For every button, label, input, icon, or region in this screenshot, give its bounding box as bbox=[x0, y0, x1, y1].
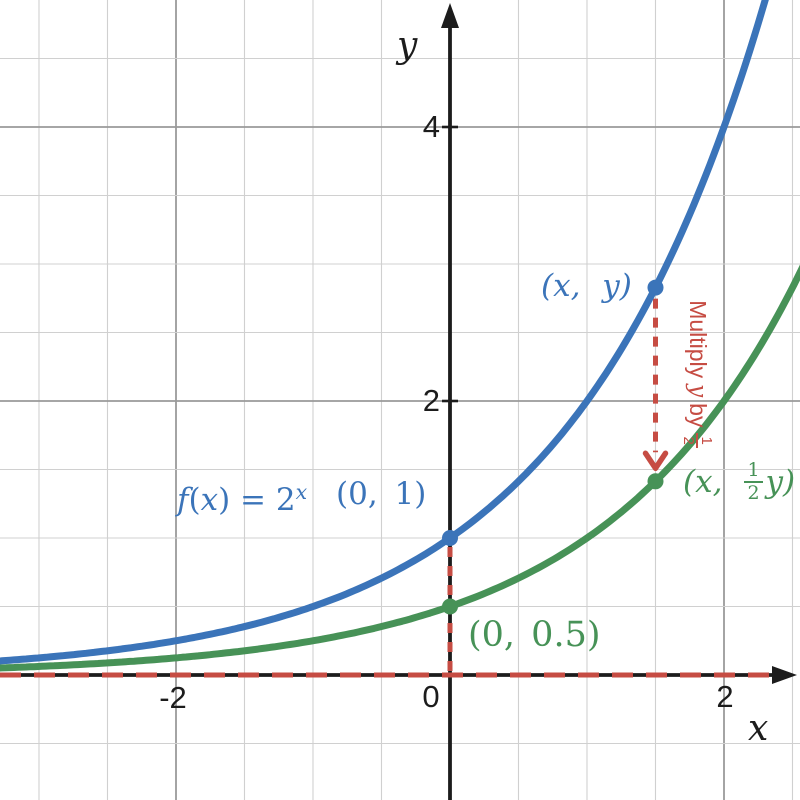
x-axis-arrowhead bbox=[772, 666, 797, 684]
point-label-x-halfy-close: y) bbox=[765, 463, 796, 500]
multiply-annotation: Multiply y by 1 2 bbox=[675, 279, 719, 469]
marked-point bbox=[442, 598, 458, 615]
x-axis-label: x bbox=[748, 708, 769, 749]
y-tick-2: 2 bbox=[422, 383, 440, 418]
point-label-x-halfy: (x, 1 2 y) bbox=[683, 456, 795, 508]
multiply-fraction-denominator: 2 bbox=[680, 436, 697, 445]
function-label-f: f bbox=[177, 482, 189, 518]
marked-point bbox=[647, 473, 664, 490]
y-axis-arrowhead bbox=[441, 3, 459, 28]
function-label-eq: ) = 2 bbox=[218, 482, 296, 518]
function-label-exponent: x bbox=[295, 479, 308, 504]
multiply-annotation-fraction: 1 2 bbox=[680, 433, 715, 448]
marked-point bbox=[442, 530, 458, 546]
multiply-arrowhead bbox=[642, 450, 669, 472]
curve-2-pow-x bbox=[0, 0, 769, 665]
fraction-denominator: 2 bbox=[747, 482, 760, 504]
x-tick-2: 2 bbox=[716, 679, 734, 714]
multiply-fraction-numerator: 1 bbox=[696, 433, 715, 448]
point-label-x-halfy-open: (x, bbox=[683, 463, 723, 500]
function-label-x: x bbox=[200, 482, 219, 518]
multiply-annotation-by: by bbox=[684, 403, 711, 428]
function-label-open: ( bbox=[188, 482, 201, 518]
y-axis-label: y bbox=[397, 25, 418, 66]
one-half-fraction: 1 2 bbox=[744, 460, 763, 504]
point-label-x-y: (x, y) bbox=[541, 268, 632, 304]
point-label-0-1: (0, 1) bbox=[336, 476, 427, 512]
marked-point bbox=[647, 279, 664, 296]
multiply-annotation-text: Multiply bbox=[684, 300, 711, 379]
y-tick-4: 4 bbox=[422, 109, 440, 144]
multiply-annotation-var: y bbox=[684, 384, 711, 398]
x-tick-0: 0 bbox=[422, 679, 440, 714]
fraction-numerator: 1 bbox=[744, 460, 763, 483]
function-label-blue: f(x) = 2x bbox=[177, 479, 308, 518]
x-tick-neg2: -2 bbox=[159, 680, 187, 715]
point-label-0-05: (0, 0.5) bbox=[468, 615, 601, 655]
curve-half-2-pow-x bbox=[0, 264, 800, 672]
